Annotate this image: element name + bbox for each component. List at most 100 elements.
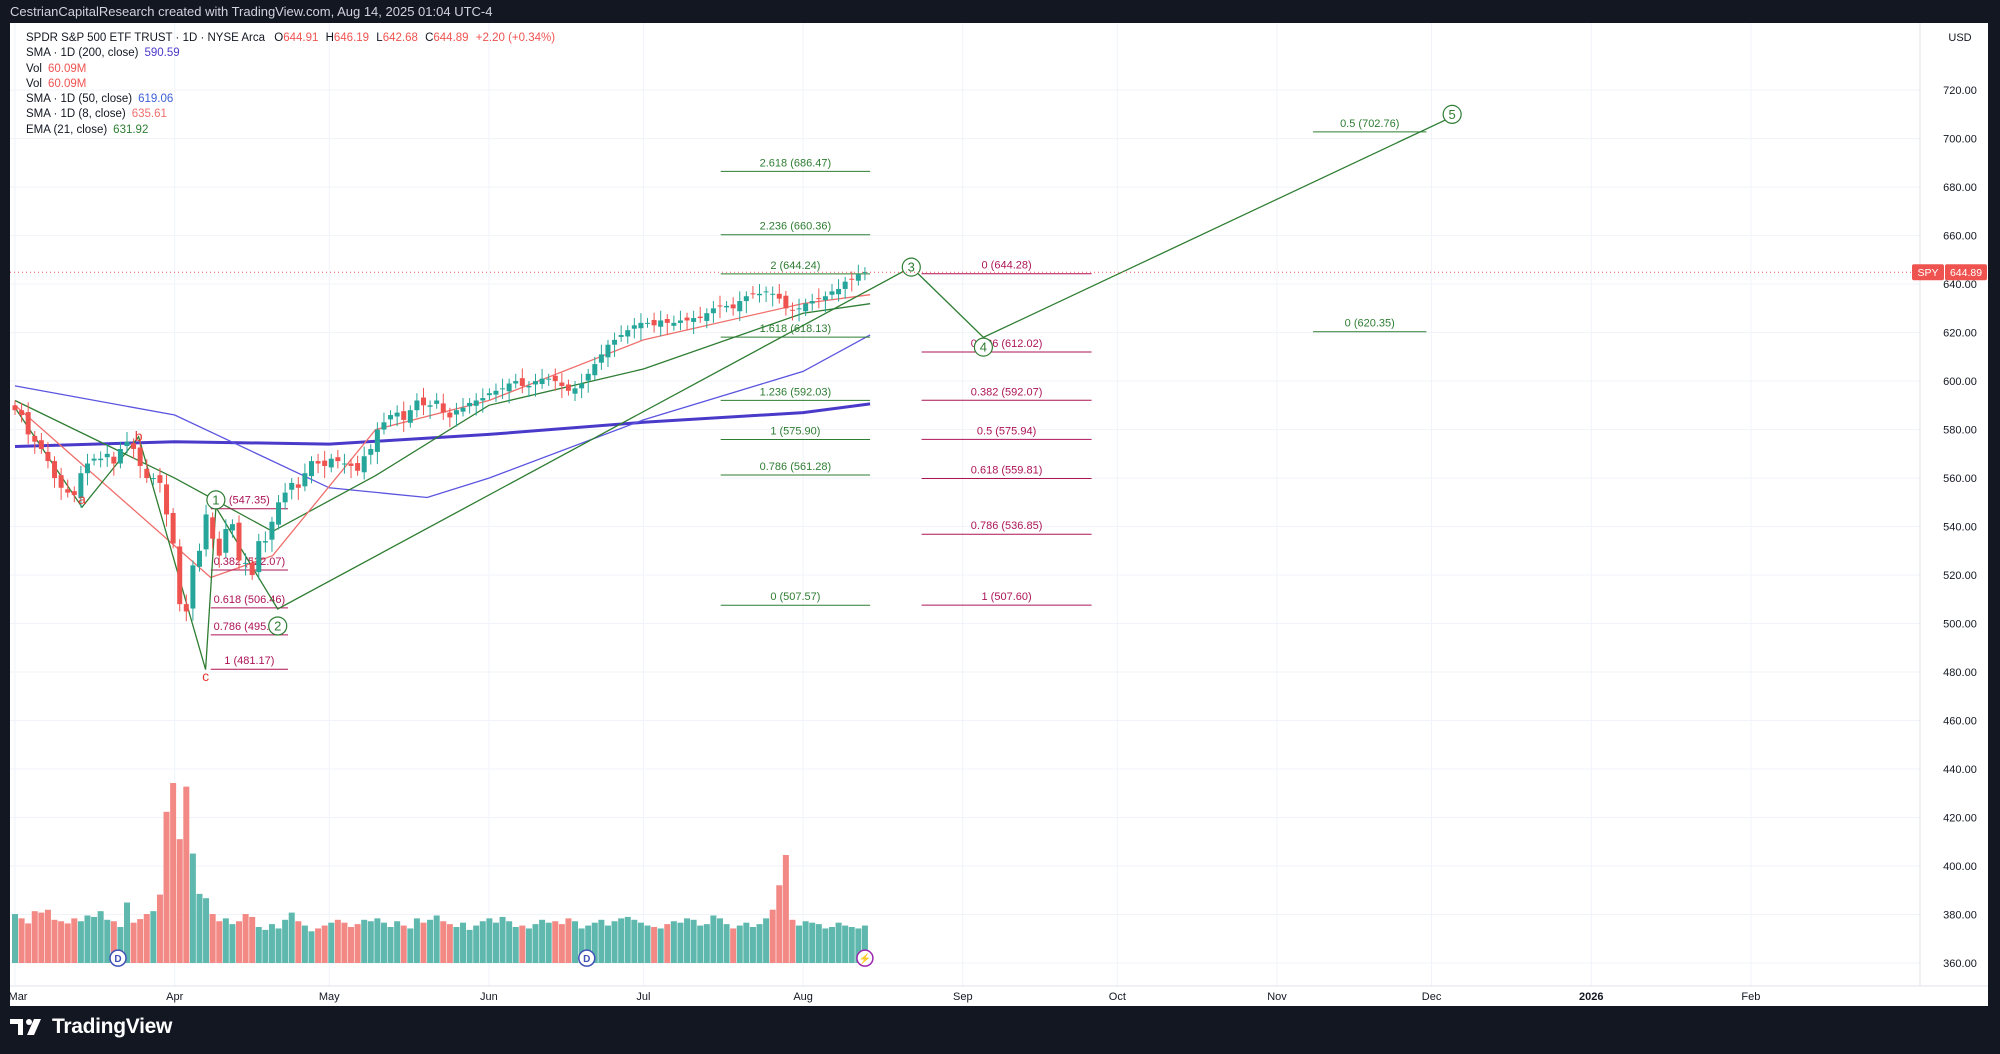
candle-body [519,378,525,386]
volume-bar [255,927,262,963]
volume-bar [809,922,816,963]
price-tick-label: 540.00 [1943,522,1977,534]
moving-average-sma-8 [14,294,871,579]
price-tick-label: 700.00 [1943,134,1977,146]
volume-bar [756,924,763,963]
candle-body [394,412,400,417]
volume-bar [591,922,598,963]
candle-body [546,378,552,380]
indicator-label: Vol [26,77,42,90]
fib-level-label: 2.618 (686.47) [760,157,832,169]
volume-bar [512,927,519,963]
legend-indicator-row[interactable]: Vol 60.09M [26,77,555,92]
candle-body [137,447,143,466]
volume-bar [394,921,401,963]
time-tick-label: Jun [480,991,498,1003]
wave-label: a [78,491,86,507]
symbol-name: SPDR S&P 500 ETF TRUST · 1D · NYSE Arca [26,32,266,44]
candle-body [862,271,868,273]
price-tick-label: 520.00 [1943,570,1977,582]
elliott-wave-path [14,116,1453,670]
volume-bar [374,918,381,963]
candle-body [111,456,117,464]
volume-bar [572,921,579,963]
volume-bar [749,927,756,963]
price-tick-label: 560.00 [1943,473,1977,485]
markers-layer: D D ⚡ [109,949,874,967]
volume-bar [736,925,743,963]
event-marker-icon: D [583,954,590,965]
brand-name: TradingView [52,1015,173,1038]
fib-level-label: 1 (481.17) [224,655,274,667]
volume-bar [58,921,65,963]
price-tick-label: 660.00 [1943,231,1977,243]
volume-bar [492,922,499,963]
price-tick-label: 480.00 [1943,667,1977,679]
candle-body [25,412,31,435]
legend-indicator-row[interactable]: SMA · 1D (50, close) 619.06 [26,92,555,107]
candle-body [328,458,334,468]
price-tick-label: 360.00 [1943,958,1977,970]
volume-bar [229,924,236,963]
candle-body [473,400,479,406]
candle-body [124,441,130,447]
candle-body [836,288,842,295]
candle-body [704,313,710,321]
candle-body [645,322,651,324]
volume-bar [156,894,163,963]
candle-body [763,291,769,293]
time-tick-label: Nov [1267,991,1287,1003]
candle-body [710,308,716,314]
candle-body [269,521,275,540]
volume-bar [506,921,513,963]
candle-body [196,550,202,567]
candle-body [401,411,407,420]
volume-bar [282,919,289,963]
indicator-label: EMA (21, close) [26,123,108,136]
volume-bar [433,915,440,963]
volume-bar [552,921,559,963]
volume-bar [31,911,38,963]
candle-body [638,322,644,329]
wave-circle [901,257,921,277]
chart-panel[interactable]: (547.35) 0.382 (522.07) 0.618 (506.46) 0.78… [9,23,1988,1006]
time-tick-label: Aug [793,991,813,1003]
volume-bar [848,927,855,963]
legend-indicator-row[interactable]: SMA · 1D (8, close) 635.61 [26,107,555,122]
candle-body [559,382,565,386]
legend-indicator-row[interactable]: EMA (21, close) 631.92 [26,123,555,138]
candle-body [308,461,314,477]
indicator-label: Vol [26,62,42,75]
volume-bar [631,919,638,963]
volume-bar [802,921,809,963]
volume-bar [855,928,862,963]
volume-bar [18,918,25,963]
price-tick-label: 440.00 [1943,764,1977,776]
candle-body [493,390,499,395]
price-tick-label: 600.00 [1943,376,1977,388]
volume-bar [354,924,361,963]
candle-body [447,412,453,418]
volume-bar [176,839,183,963]
event-marker-circle [856,949,874,967]
volume-bar [308,931,315,963]
volume-bar [407,928,414,963]
volume-bar [723,924,730,963]
wave-label: 3 [908,260,915,275]
candle-body [467,402,473,407]
legend-indicator-row[interactable]: Vol 60.09M [26,62,555,77]
legend-indicator-row[interactable]: SMA · 1D (200, close) 590.59 [26,46,555,61]
fib-level-label: 0.786 (561.28) [760,461,832,473]
price-tick-label: 640.00 [1943,279,1977,291]
price-tick-label: 720.00 [1943,85,1977,97]
volume-bar [71,918,78,963]
chart-canvas[interactable]: (547.35)0.382 (522.07)0.618 (506.46)0.78… [9,23,1988,1006]
volume-bar [815,924,822,963]
chart-legend: SPDR S&P 500 ETF TRUST · 1D · NYSE Arca … [26,31,555,138]
event-marker-icon: D [114,954,121,965]
candle-body [289,482,295,490]
volume-bar [413,918,420,963]
tradingview-logo[interactable]: TradingView [10,1012,172,1042]
wave-label: 4 [980,340,987,355]
indicator-value: 60.09M [48,62,87,75]
